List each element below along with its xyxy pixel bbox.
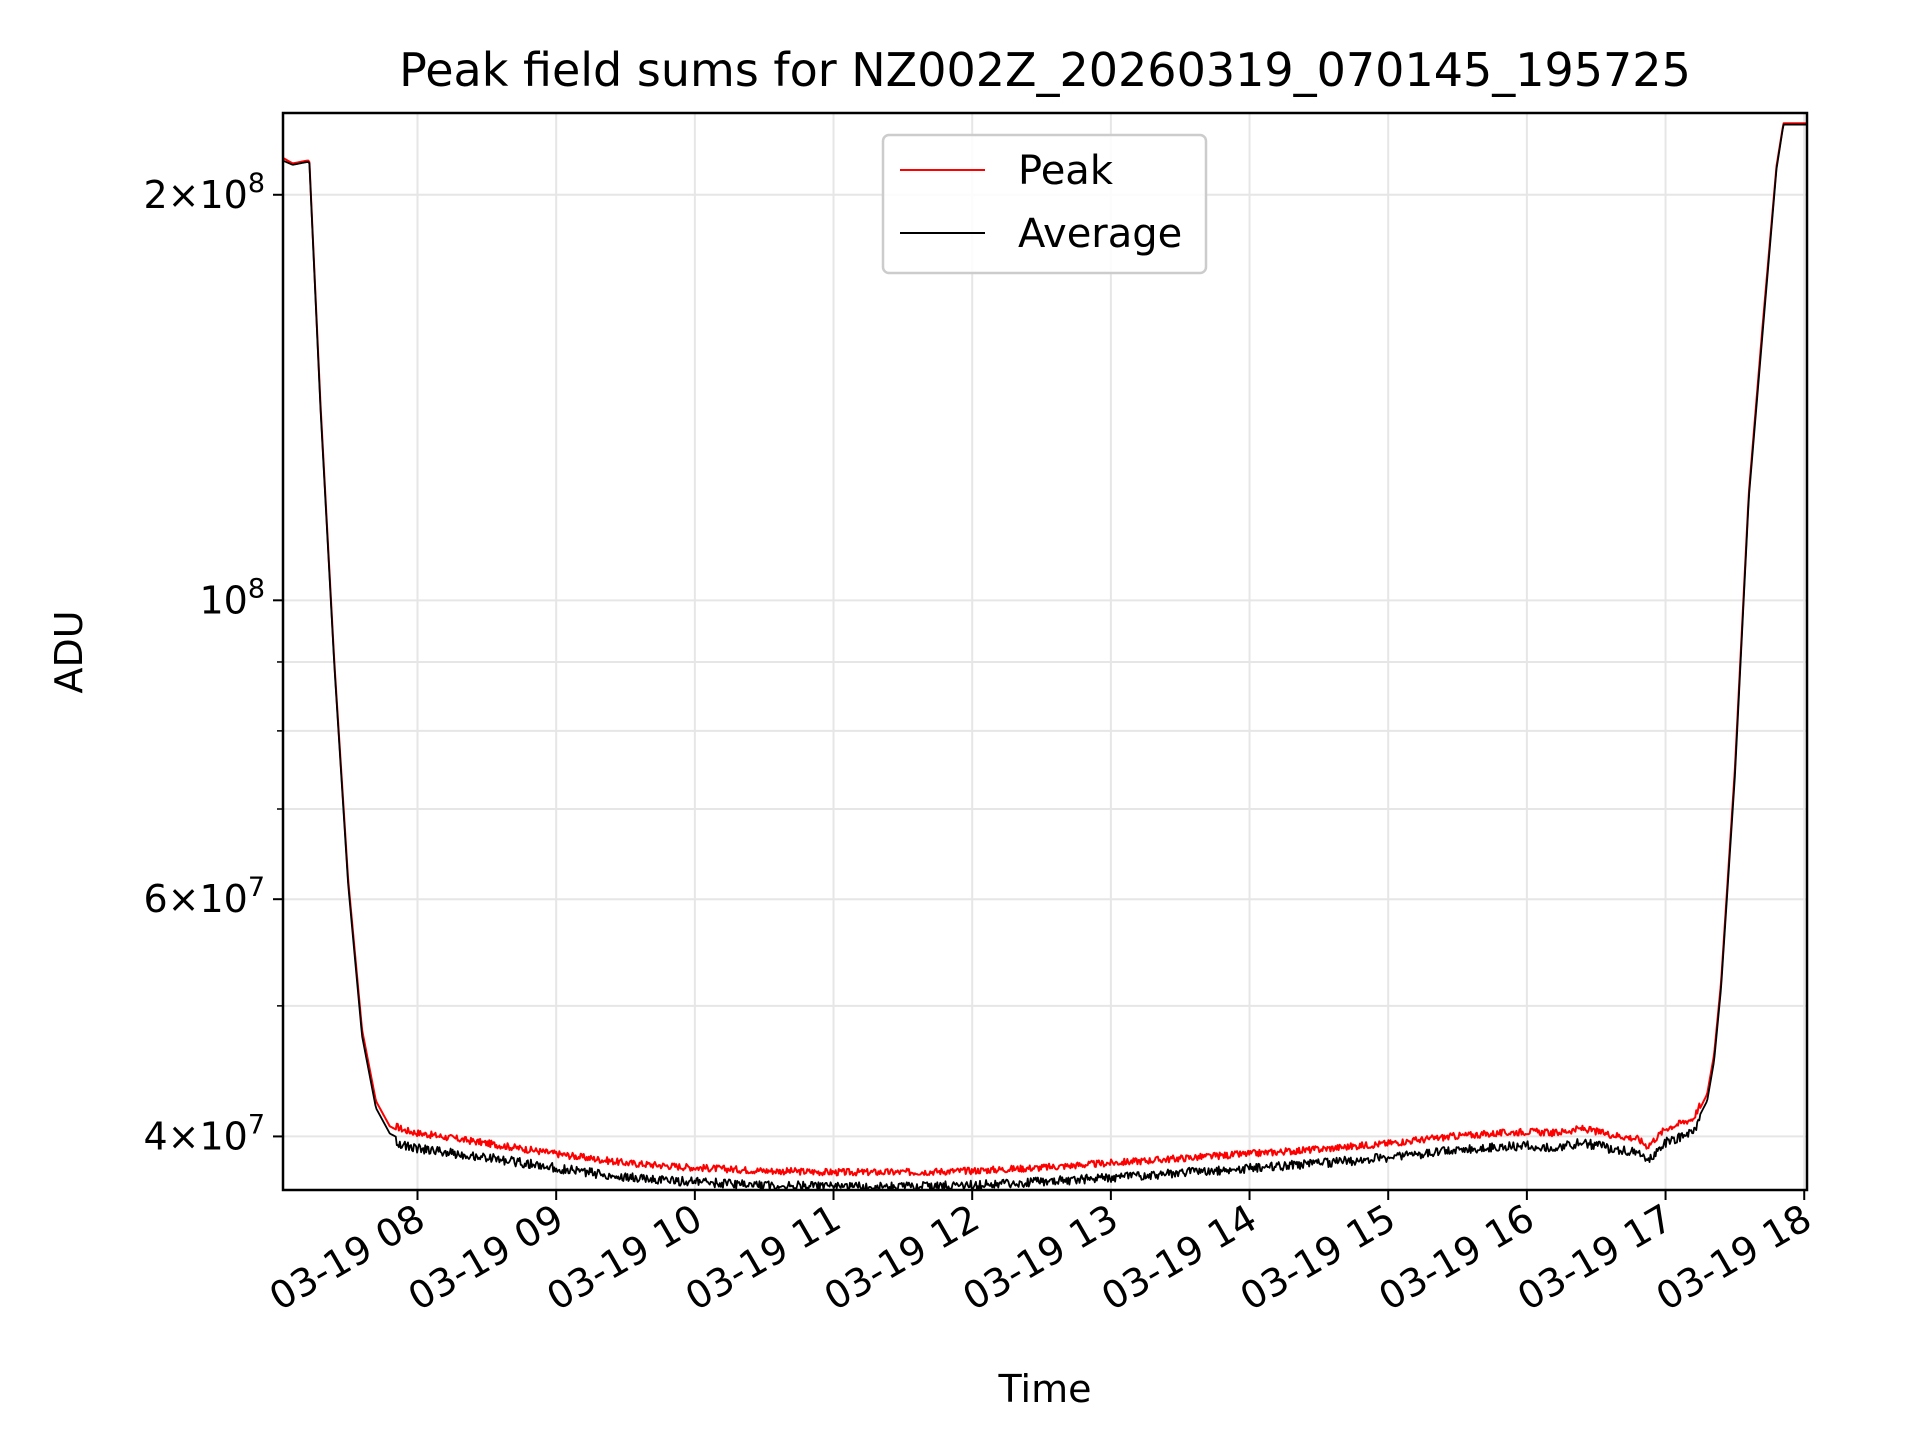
legend-average-label: Average [1018,211,1182,257]
chart-title: Peak field sums for NZ002Z_20260319_0701… [399,43,1691,97]
y-tick-label: 6×107 [143,872,265,921]
y-axis-label: ADU [47,610,91,693]
y-tick-label: 2×108 [143,168,265,217]
legend-peak-label: Peak [1018,148,1114,194]
plot-series [283,122,1807,1190]
series-line-peak [283,122,1807,1177]
y-tick-label: 4×107 [143,1109,265,1158]
plot-frame [281,111,1809,1192]
series-line-average [283,123,1807,1190]
x-axis-label: Time [998,1367,1092,1411]
legend: Peak Average [881,133,1208,275]
y-tick-label: 108 [199,573,265,622]
